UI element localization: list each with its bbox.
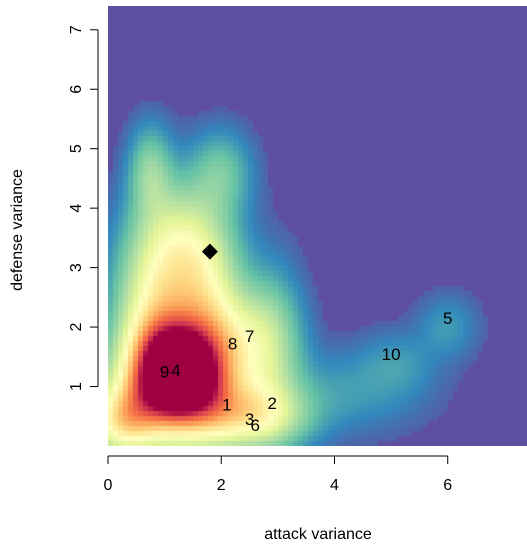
y-tick-label: 7 <box>68 25 85 34</box>
y-axis-title: defense variance <box>9 169 26 291</box>
point-label-9: 9 <box>160 363 169 382</box>
point-label-1: 1 <box>222 395 231 414</box>
point-label-4: 4 <box>171 361 180 380</box>
y-tick-label: 1 <box>68 382 85 391</box>
y-tick-label: 6 <box>68 85 85 94</box>
x-tick-label: 4 <box>330 477 339 494</box>
point-label-5: 5 <box>443 309 452 328</box>
x-tick-label: 0 <box>104 477 113 494</box>
diamond-marker <box>201 243 218 260</box>
point-label-7: 7 <box>245 327 254 346</box>
point-label-3: 3 <box>245 410 254 429</box>
y-tick-label: 4 <box>68 204 85 213</box>
y-tick-label: 2 <box>68 323 85 332</box>
x-tick-label: 6 <box>443 477 452 494</box>
point-label-2: 2 <box>267 394 276 413</box>
y-tick-label: 3 <box>68 263 85 272</box>
point-label-8: 8 <box>228 335 237 354</box>
y-tick-label: 5 <box>68 144 85 153</box>
y-axis: 1 2 3 4 5 6 7 <box>68 25 99 391</box>
x-tick-label: 2 <box>217 477 226 494</box>
point-label-6: 6 <box>250 416 259 435</box>
density-heatmap <box>108 6 527 446</box>
x-axis-title: attack variance <box>264 526 372 543</box>
heatmap-plot-area <box>108 6 527 446</box>
point-label-10: 10 <box>382 345 401 364</box>
x-axis: 0 2 4 6 <box>104 455 452 494</box>
